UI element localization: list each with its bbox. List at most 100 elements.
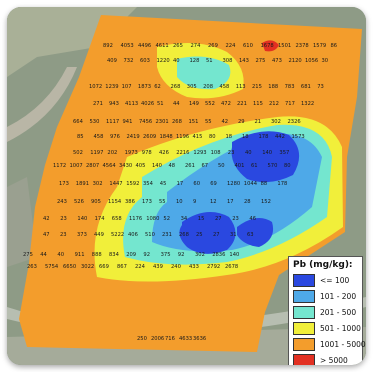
sample-value: 439 — [153, 264, 163, 270]
sample-value: 62 — [154, 84, 161, 90]
sample-value: 9 — [193, 199, 196, 205]
sample-value: 151 — [189, 119, 199, 125]
sample-value: 941 — [123, 119, 133, 125]
sample-value: 1080 — [146, 216, 159, 222]
sample-value: 50 — [218, 163, 225, 169]
sample-value: 426 — [159, 150, 169, 156]
sample-value: 23 — [60, 232, 67, 238]
sample-value: 1891 — [76, 181, 89, 187]
sample-value: 552 — [205, 101, 215, 107]
sample-value: 2216 — [176, 150, 189, 156]
sample-value: 449 — [94, 232, 104, 238]
sample-value: 976 — [110, 134, 120, 140]
sample-value: 271 — [93, 101, 103, 107]
sample-value: 1501 — [278, 43, 291, 49]
sample-value: 373 — [77, 232, 87, 238]
sample-value: 107 — [122, 84, 132, 90]
sample-value: 867 — [117, 264, 127, 270]
sample-value: 212 — [269, 101, 279, 107]
sample-value: 6650 — [63, 264, 76, 270]
sample-value: 27 — [213, 232, 220, 238]
sample-value: 240 — [171, 264, 181, 270]
sample-value: 265 — [173, 43, 183, 49]
legend-item: 201 - 500 — [293, 304, 358, 320]
sample-value: 261 — [185, 163, 195, 169]
sample-value: 40 — [245, 150, 252, 156]
sample-value: 224 — [226, 43, 237, 49]
legend-label: > 5000 — [320, 355, 348, 365]
sample-value: 978 — [142, 150, 152, 156]
zone-lte100-a — [231, 131, 300, 183]
sample-value: 4633 — [179, 336, 192, 342]
sample-value: 80 — [284, 163, 291, 169]
sample-value: 433 — [189, 264, 199, 270]
sample-value: 1678 — [261, 43, 274, 49]
sample-value: 44 — [40, 252, 47, 258]
sample-value: 1197 — [90, 150, 103, 156]
sample-value: 143 — [239, 58, 249, 64]
sample-value: 34 — [181, 216, 188, 222]
sample-value: 45 — [160, 181, 167, 187]
sample-value: 174 — [95, 216, 106, 222]
sample-value: 23 — [228, 150, 235, 156]
sample-value: 1873 — [138, 84, 151, 90]
sample-value: 268 — [179, 232, 189, 238]
sample-value: 415 — [193, 134, 203, 140]
contamination-map: 892 4053 4496 4611 265 274 269 224 610 1678 1501 23… — [7, 7, 366, 365]
sample-value: 275 — [256, 58, 266, 64]
sample-value: 40 — [173, 58, 180, 64]
sample-value: 4026 — [141, 101, 154, 107]
sample-value: 263 — [27, 264, 37, 270]
sample-value: 10 — [176, 199, 183, 205]
sample-value: 458 — [219, 84, 229, 90]
sample-value: 681 — [301, 84, 311, 90]
sample-value: 275 — [23, 252, 33, 258]
sample-value: 3430 — [119, 163, 132, 169]
legend-swatch — [293, 305, 315, 319]
sample-value: 113 — [236, 84, 246, 90]
sample-value: 943 — [109, 101, 119, 107]
sample-value: 178 — [277, 181, 287, 187]
sample-value: 215 — [252, 84, 262, 90]
sample-value: 221 — [237, 101, 247, 107]
legend-swatch — [293, 353, 315, 365]
sample-value: 716 — [165, 336, 175, 342]
sample-value: 442 — [275, 134, 285, 140]
sample-value: 23 — [60, 216, 67, 222]
legend-swatch — [293, 337, 315, 351]
sample-value: 905 — [91, 199, 101, 205]
sample-value: 4053 — [121, 43, 134, 49]
legend-item: > 5000 — [293, 352, 358, 365]
sample-value: 1072 — [89, 84, 102, 90]
sample-value: 892 — [103, 43, 113, 49]
sample-value: 23 — [232, 216, 239, 222]
sample-value: 305 — [187, 84, 197, 90]
sample-value: 209 — [126, 252, 136, 258]
sample-value: 1322 — [301, 101, 314, 107]
legend-item: 101 - 200 — [293, 288, 358, 304]
sample-value: 48 — [169, 163, 176, 169]
sample-value: 80 — [209, 134, 216, 140]
sample-value: 1573 — [292, 134, 305, 140]
sample-value: 526 — [74, 199, 84, 205]
sample-value: 1239 — [105, 84, 118, 90]
sample-value: 1447 — [109, 181, 122, 187]
sample-value: 61 — [251, 163, 258, 169]
sample-value: 357 — [279, 150, 289, 156]
sample-value: 152 — [261, 199, 271, 205]
aerial-houses — [7, 177, 37, 267]
sample-value: 2006 — [151, 336, 164, 342]
sample-value: 473 — [272, 58, 282, 64]
sample-value: 5222 — [111, 232, 124, 238]
sample-value: 55 — [205, 119, 212, 125]
sample-value: 44 — [173, 101, 180, 107]
sample-value: 274 — [191, 43, 202, 49]
sample-value: 2301 — [156, 119, 169, 125]
sample-value: 1280 — [227, 181, 240, 187]
sample-value: 27 — [215, 216, 222, 222]
sample-value: 386 — [125, 199, 135, 205]
sample-value: 208 — [203, 84, 213, 90]
sample-labels: 892 4053 4496 4611 265 274 269 224 610 1678 1501 23… — [23, 43, 337, 342]
sample-value: 231 — [162, 232, 172, 238]
legend-swatch — [293, 289, 315, 303]
